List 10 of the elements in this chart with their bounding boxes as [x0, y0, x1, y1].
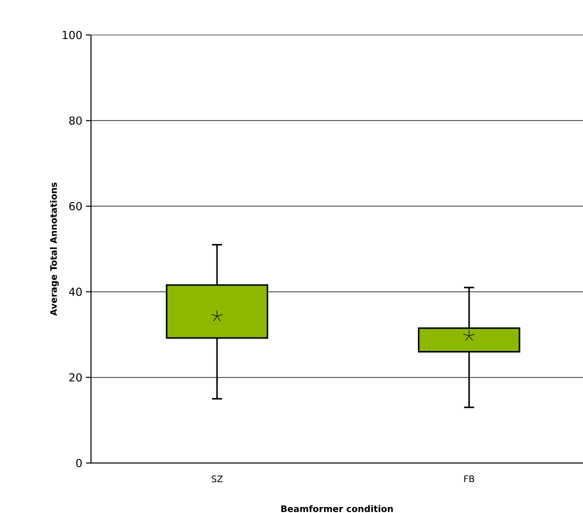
y-axis-title: Average Total Annotations	[50, 182, 59, 316]
y-tick-label: 60	[69, 202, 82, 210]
x-tick-label: SZ	[212, 476, 223, 482]
y-tick-label: 20	[69, 373, 82, 382]
y-tick-label: 100	[62, 30, 82, 40]
y-tick-label: 0	[76, 458, 82, 468]
y-tick-label: 80	[69, 116, 82, 125]
x-axis-title: Beamformer condition	[281, 505, 393, 512]
y-tick-label: 40	[69, 288, 82, 296]
x-tick-label: FB	[464, 476, 474, 482]
